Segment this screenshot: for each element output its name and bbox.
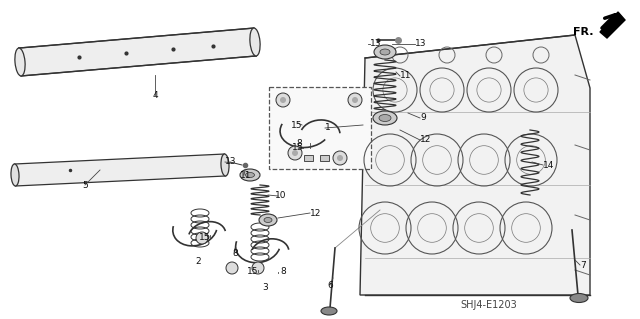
- Text: 8: 8: [296, 138, 302, 147]
- Ellipse shape: [221, 154, 229, 176]
- Ellipse shape: [240, 169, 260, 181]
- Ellipse shape: [570, 293, 588, 302]
- Ellipse shape: [15, 48, 25, 76]
- Polygon shape: [600, 12, 625, 38]
- Ellipse shape: [380, 49, 390, 55]
- Text: 15: 15: [246, 268, 258, 277]
- Text: 5: 5: [82, 181, 88, 189]
- Circle shape: [196, 232, 208, 244]
- Circle shape: [226, 262, 238, 274]
- Text: 4: 4: [152, 91, 158, 100]
- Text: 2: 2: [195, 257, 201, 266]
- Circle shape: [252, 262, 264, 274]
- Ellipse shape: [259, 214, 277, 226]
- Text: 10: 10: [275, 191, 287, 201]
- Text: 13: 13: [370, 40, 381, 48]
- Polygon shape: [15, 154, 225, 186]
- Text: SHJ4-E1203: SHJ4-E1203: [460, 300, 516, 310]
- Text: 6: 6: [327, 280, 333, 290]
- Ellipse shape: [250, 28, 260, 56]
- Text: 15: 15: [198, 233, 210, 241]
- Circle shape: [348, 93, 362, 107]
- FancyBboxPatch shape: [319, 154, 328, 160]
- FancyBboxPatch shape: [269, 87, 371, 169]
- Ellipse shape: [246, 173, 255, 177]
- Text: 15: 15: [291, 121, 302, 130]
- Circle shape: [333, 151, 347, 165]
- Text: 15: 15: [291, 144, 303, 152]
- Ellipse shape: [379, 115, 391, 122]
- Circle shape: [337, 155, 343, 161]
- Circle shape: [276, 93, 290, 107]
- Ellipse shape: [373, 111, 397, 125]
- Text: 8: 8: [280, 268, 285, 277]
- Ellipse shape: [321, 307, 337, 315]
- Ellipse shape: [264, 218, 272, 222]
- Text: 7: 7: [580, 261, 586, 270]
- Text: 9: 9: [420, 114, 426, 122]
- Text: 11: 11: [240, 170, 252, 180]
- Circle shape: [280, 97, 286, 103]
- Text: 14: 14: [543, 160, 554, 169]
- Text: 1: 1: [325, 123, 331, 132]
- Ellipse shape: [11, 164, 19, 186]
- Text: 12: 12: [310, 209, 321, 218]
- Text: 3: 3: [262, 284, 268, 293]
- Ellipse shape: [374, 45, 396, 59]
- Text: FR.: FR.: [573, 27, 593, 37]
- Circle shape: [288, 146, 302, 160]
- Text: 13: 13: [415, 40, 426, 48]
- Text: 12: 12: [420, 136, 431, 145]
- Circle shape: [352, 97, 358, 103]
- Polygon shape: [19, 28, 256, 76]
- Circle shape: [292, 150, 298, 156]
- Text: 11: 11: [400, 71, 412, 80]
- Text: 8: 8: [232, 249, 237, 257]
- Text: 13: 13: [225, 158, 237, 167]
- FancyBboxPatch shape: [303, 154, 312, 160]
- Polygon shape: [360, 35, 590, 295]
